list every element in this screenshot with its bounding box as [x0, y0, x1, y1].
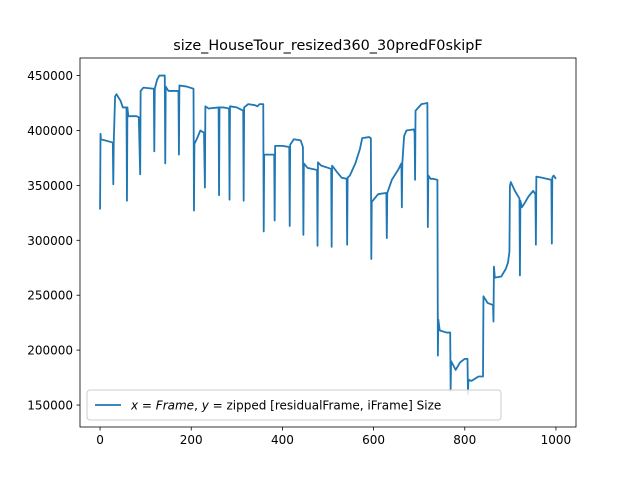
y-tick-label: 450000	[27, 69, 73, 83]
x-tick-label: 1000	[541, 433, 572, 447]
series-line-0	[99, 74, 557, 395]
y-tick-label: 150000	[27, 399, 73, 413]
legend-label: x = Frame, y = zipped [residualFrame, iF…	[130, 399, 441, 413]
plot-frame	[79, 57, 577, 428]
y-tick-label: 300000	[27, 234, 73, 248]
legend: x = Frame, y = zipped [residualFrame, iF…	[86, 389, 502, 421]
x-tick-label: 0	[96, 433, 104, 447]
x-tick-label: 600	[362, 433, 385, 447]
y-tick-label: 200000	[27, 344, 73, 358]
x-tick-label: 400	[271, 433, 294, 447]
chart-title: size_HouseTour_resized360_30predF0skipF	[173, 38, 482, 54]
x-tick-label: 200	[180, 433, 203, 447]
legend-box	[86, 389, 502, 421]
y-tick-label: 400000	[27, 124, 73, 138]
axis-ticks: 0 200 400 600 800 1000 150000 200000 250000 30000…	[27, 69, 571, 447]
x-tick-label: 800	[453, 433, 476, 447]
y-tick-label: 350000	[27, 179, 73, 193]
series-layer	[99, 74, 557, 395]
plot-area	[80, 58, 576, 427]
y-tick-label: 250000	[27, 289, 73, 303]
